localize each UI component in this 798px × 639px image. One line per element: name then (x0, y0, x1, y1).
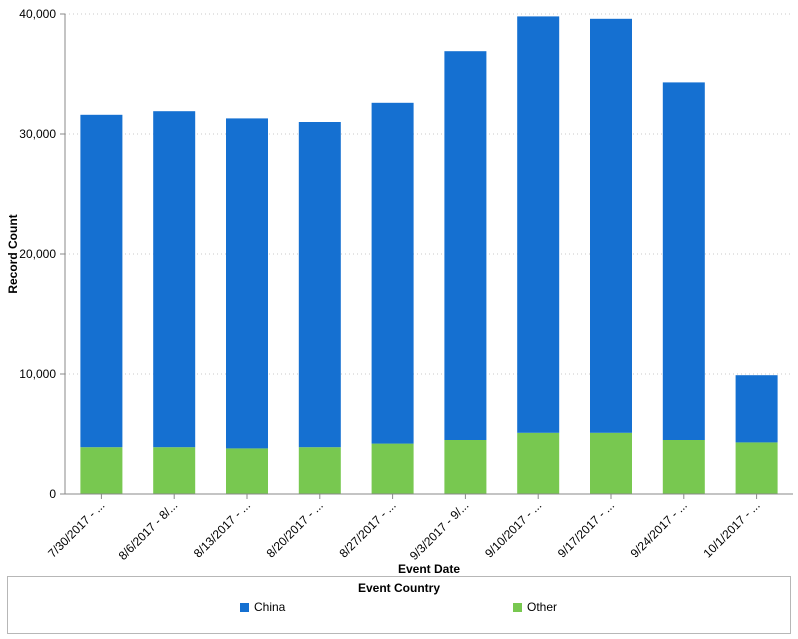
bar-other[interactable] (517, 432, 560, 494)
bar-china[interactable] (371, 102, 414, 444)
bar-china[interactable] (735, 375, 778, 443)
legend-swatch-china (240, 602, 249, 612)
bar-other[interactable] (153, 447, 196, 494)
legend-item-china[interactable]: China (240, 600, 285, 614)
bar-other[interactable] (371, 443, 414, 494)
bar-china[interactable] (226, 118, 268, 449)
bar-china[interactable] (662, 82, 705, 441)
x-tick-label: 7/30/2017 - ... (45, 498, 107, 560)
bar-china[interactable] (80, 114, 123, 448)
bar-other[interactable] (590, 432, 632, 494)
y-tick-label: 20,000 (19, 247, 56, 261)
bar-china[interactable] (298, 122, 341, 448)
bar-other[interactable] (444, 440, 487, 494)
x-tick-label: 9/24/2017 - ... (628, 498, 690, 560)
bar-china[interactable] (517, 16, 560, 433)
bar-other[interactable] (735, 442, 778, 494)
x-tick-label: 8/20/2017 - ... (264, 498, 326, 560)
x-tick-label: 9/17/2017 - ... (555, 498, 617, 560)
bar-china[interactable] (153, 111, 196, 448)
bar-other[interactable] (80, 447, 123, 494)
legend-swatch-other (513, 602, 522, 612)
x-tick-label: 8/13/2017 - ... (191, 498, 253, 560)
legend: Event Country China Other (7, 576, 791, 634)
bar-other[interactable] (662, 440, 705, 494)
y-tick-label: 10,000 (19, 367, 56, 381)
legend-label-china: China (254, 600, 286, 614)
stacked-bar-chart: 7/30/2017 - ... 8/6/2017 - 8/... 8/13/2017… (6, 7, 793, 576)
x-tick-label: 9/3/2017 - 9/... (407, 498, 472, 563)
x-tick-label: 10/1/2017 - ... (700, 498, 762, 560)
bar-china[interactable] (590, 18, 632, 433)
x-tick-label: 8/6/2017 - 8/... (116, 498, 181, 563)
y-tick-label: 30,000 (19, 127, 56, 141)
x-axis-title: Event Date (398, 562, 460, 576)
y-axis-title: Record Count (6, 214, 20, 293)
legend-label-other: Other (527, 600, 558, 614)
bar-other[interactable] (226, 448, 268, 494)
legend-title: Event Country (357, 581, 440, 595)
bar-china[interactable] (444, 51, 487, 440)
x-tick-label: 8/27/2017 - ... (336, 498, 398, 560)
bar-other[interactable] (298, 447, 341, 494)
y-tick-label: 0 (49, 487, 56, 501)
legend-item-other[interactable]: Other (513, 600, 557, 614)
y-tick-label: 40,000 (19, 7, 56, 21)
x-tick-label: 9/10/2017 - ... (482, 498, 544, 560)
